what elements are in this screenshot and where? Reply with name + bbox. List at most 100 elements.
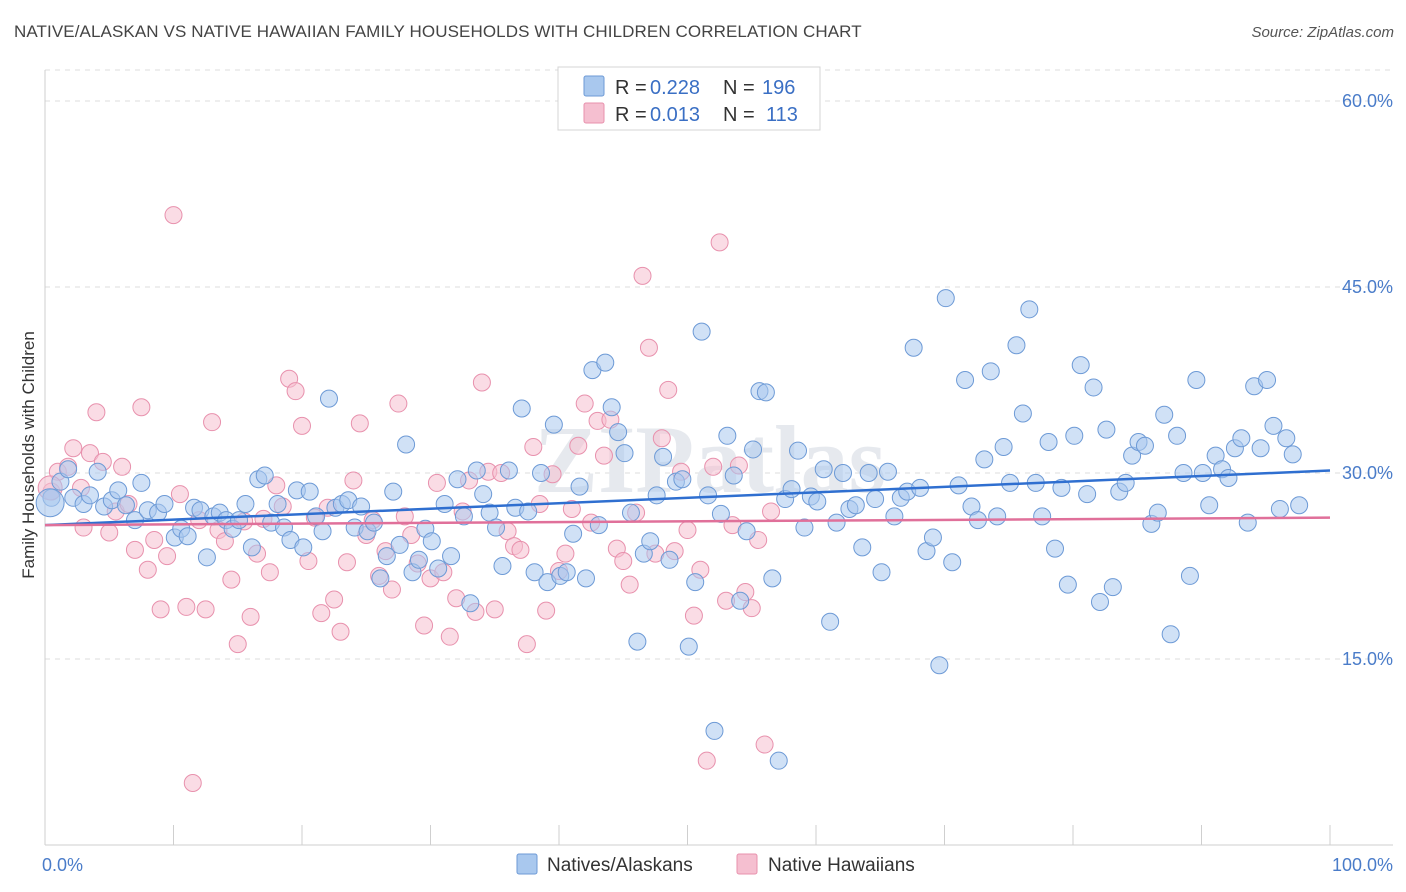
- point-natives-alaskans-75: [544, 415, 563, 434]
- x-tick-label-0: 0.0%: [42, 855, 83, 875]
- point-natives-alaskans-171: [1161, 625, 1180, 644]
- point-native-hawaiians-42: [312, 604, 331, 623]
- point-natives-alaskans-15: [155, 495, 174, 513]
- point-natives-alaskans-12: [132, 473, 151, 492]
- point-native-hawaiians-18: [158, 547, 177, 566]
- point-native-hawaiians-13: [125, 540, 144, 559]
- point-native-hawaiians-96: [659, 380, 678, 399]
- bottom-legend-label-0: Natives/Alaskans: [547, 855, 693, 876]
- point-natives-alaskans-28: [242, 538, 261, 557]
- legend: R = 0.228 N = 196 R = 0.013 N = 113: [557, 66, 821, 131]
- point-natives-alaskans-62: [461, 594, 480, 613]
- point-natives-alaskans-119: [827, 513, 846, 532]
- point-natives-alaskans-180: [1219, 468, 1238, 487]
- point-native-hawaiians-47: [344, 471, 363, 490]
- point-natives-alaskans-185: [1251, 439, 1270, 458]
- point-natives-alaskans-85: [609, 423, 628, 442]
- point-native-hawaiians-7: [87, 403, 106, 422]
- point-natives-alaskans-26: [230, 511, 249, 530]
- point-natives-alaskans-157: [1071, 356, 1090, 375]
- y-axis-title: Family Households with Children: [19, 331, 38, 579]
- point-natives-alaskans-84: [602, 398, 621, 417]
- point-native-hawaiians-11: [113, 457, 132, 476]
- point-natives-alaskans-124: [859, 464, 878, 482]
- point-natives-alaskans-106: [744, 440, 763, 459]
- point-natives-alaskans-176: [1193, 464, 1212, 482]
- point-native-hawaiians-102: [697, 751, 716, 770]
- tick-labels: 15.0% 30.0% 45.0% 60.0% 0.0% 100.0%: [42, 91, 1393, 875]
- point-natives-alaskans-2: [59, 460, 78, 479]
- point-natives-alaskans-80: [576, 569, 595, 588]
- point-natives-alaskans-56: [422, 532, 441, 551]
- point-native-hawaiians-5: [74, 518, 93, 537]
- point-native-hawaiians-111: [755, 735, 774, 754]
- point-natives-alaskans-9: [109, 481, 128, 500]
- point-natives-alaskans-59: [442, 547, 461, 566]
- point-natives-alaskans-65: [480, 503, 499, 522]
- point-natives-alaskans-40: [319, 389, 338, 408]
- point-natives-alaskans-113: [789, 441, 808, 460]
- point-natives-alaskans-83: [596, 353, 615, 372]
- legend-n-label-1: N =: [723, 104, 755, 126]
- point-natives-alaskans-156: [1065, 426, 1084, 445]
- point-natives-alaskans-54: [409, 550, 428, 569]
- point-native-hawaiians-16: [145, 530, 164, 549]
- point-natives-alaskans-100: [705, 721, 724, 740]
- point-natives-alaskans-57: [429, 559, 448, 578]
- point-native-hawaiians-89: [614, 552, 633, 571]
- point-natives-alaskans-122: [846, 496, 865, 515]
- axes: [44, 70, 1393, 846]
- point-native-hawaiians-81: [562, 499, 581, 518]
- point-natives-alaskans-152: [1039, 433, 1058, 451]
- point-native-hawaiians-100: [684, 606, 703, 625]
- point-natives-alaskans-187: [1264, 416, 1283, 435]
- point-native-hawaiians-75: [524, 437, 543, 456]
- point-natives-alaskans-155: [1058, 575, 1077, 594]
- point-native-hawaiians-99: [678, 521, 697, 540]
- point-natives-alaskans-114: [795, 518, 814, 537]
- y-tick-label-0: 15.0%: [1342, 649, 1393, 669]
- point-natives-alaskans-99: [699, 486, 718, 505]
- bottom-legend-swatch-pink: [736, 853, 758, 875]
- point-natives-alaskans-172: [1168, 426, 1187, 445]
- point-natives-alaskans-161: [1097, 420, 1116, 439]
- point-natives-alaskans-158: [1078, 485, 1097, 504]
- point-natives-alaskans-160: [1090, 592, 1109, 611]
- point-natives-alaskans-118: [821, 612, 840, 631]
- point-native-hawaiians-53: [382, 580, 401, 599]
- point-natives-alaskans-169: [1148, 503, 1167, 522]
- point-natives-alaskans-153: [1046, 539, 1065, 558]
- point-natives-alaskans-183: [1238, 513, 1257, 532]
- point-natives-alaskans-175: [1187, 371, 1206, 389]
- point-natives-alaskans-170: [1155, 405, 1174, 424]
- point-natives-alaskans-177: [1200, 496, 1219, 515]
- point-natives-alaskans-148: [1013, 404, 1032, 423]
- chart-title: NATIVE/ALASKAN VS NATIVE HAWAIIAN FAMILY…: [14, 22, 862, 41]
- point-native-hawaiians-39: [293, 416, 311, 435]
- legend-swatch-blue: [583, 75, 605, 97]
- legend-swatch-pink: [583, 102, 605, 124]
- point-native-hawaiians-93: [639, 338, 658, 357]
- point-natives-alaskans-18: [178, 527, 197, 546]
- y-tick-label-3: 60.0%: [1342, 91, 1393, 111]
- trend-natives-alaskans: [44, 469, 1331, 527]
- point-natives-alaskans-128: [885, 507, 904, 526]
- point-natives-alaskans-147: [1007, 336, 1026, 355]
- point-natives-alaskans-10: [116, 496, 135, 515]
- point-native-hawaiians-77: [537, 601, 556, 620]
- point-native-hawaiians-46: [337, 553, 356, 572]
- point-natives-alaskans-116: [808, 492, 827, 511]
- point-native-hawaiians-95: [652, 429, 671, 448]
- point-natives-alaskans-154: [1052, 478, 1071, 497]
- point-natives-alaskans-103: [724, 466, 743, 485]
- point-natives-alaskans-135: [930, 656, 949, 675]
- point-native-hawaiians-60: [427, 473, 446, 492]
- point-natives-alaskans-110: [769, 751, 788, 770]
- point-native-hawaiians-3: [64, 439, 83, 458]
- point-native-hawaiians-92: [633, 266, 652, 285]
- point-native-hawaiians-104: [710, 233, 729, 252]
- point-natives-alaskans-67: [493, 557, 512, 575]
- point-natives-alaskans-71: [519, 502, 538, 521]
- point-natives-alaskans-123: [853, 538, 872, 557]
- point-native-hawaiians-34: [260, 563, 279, 582]
